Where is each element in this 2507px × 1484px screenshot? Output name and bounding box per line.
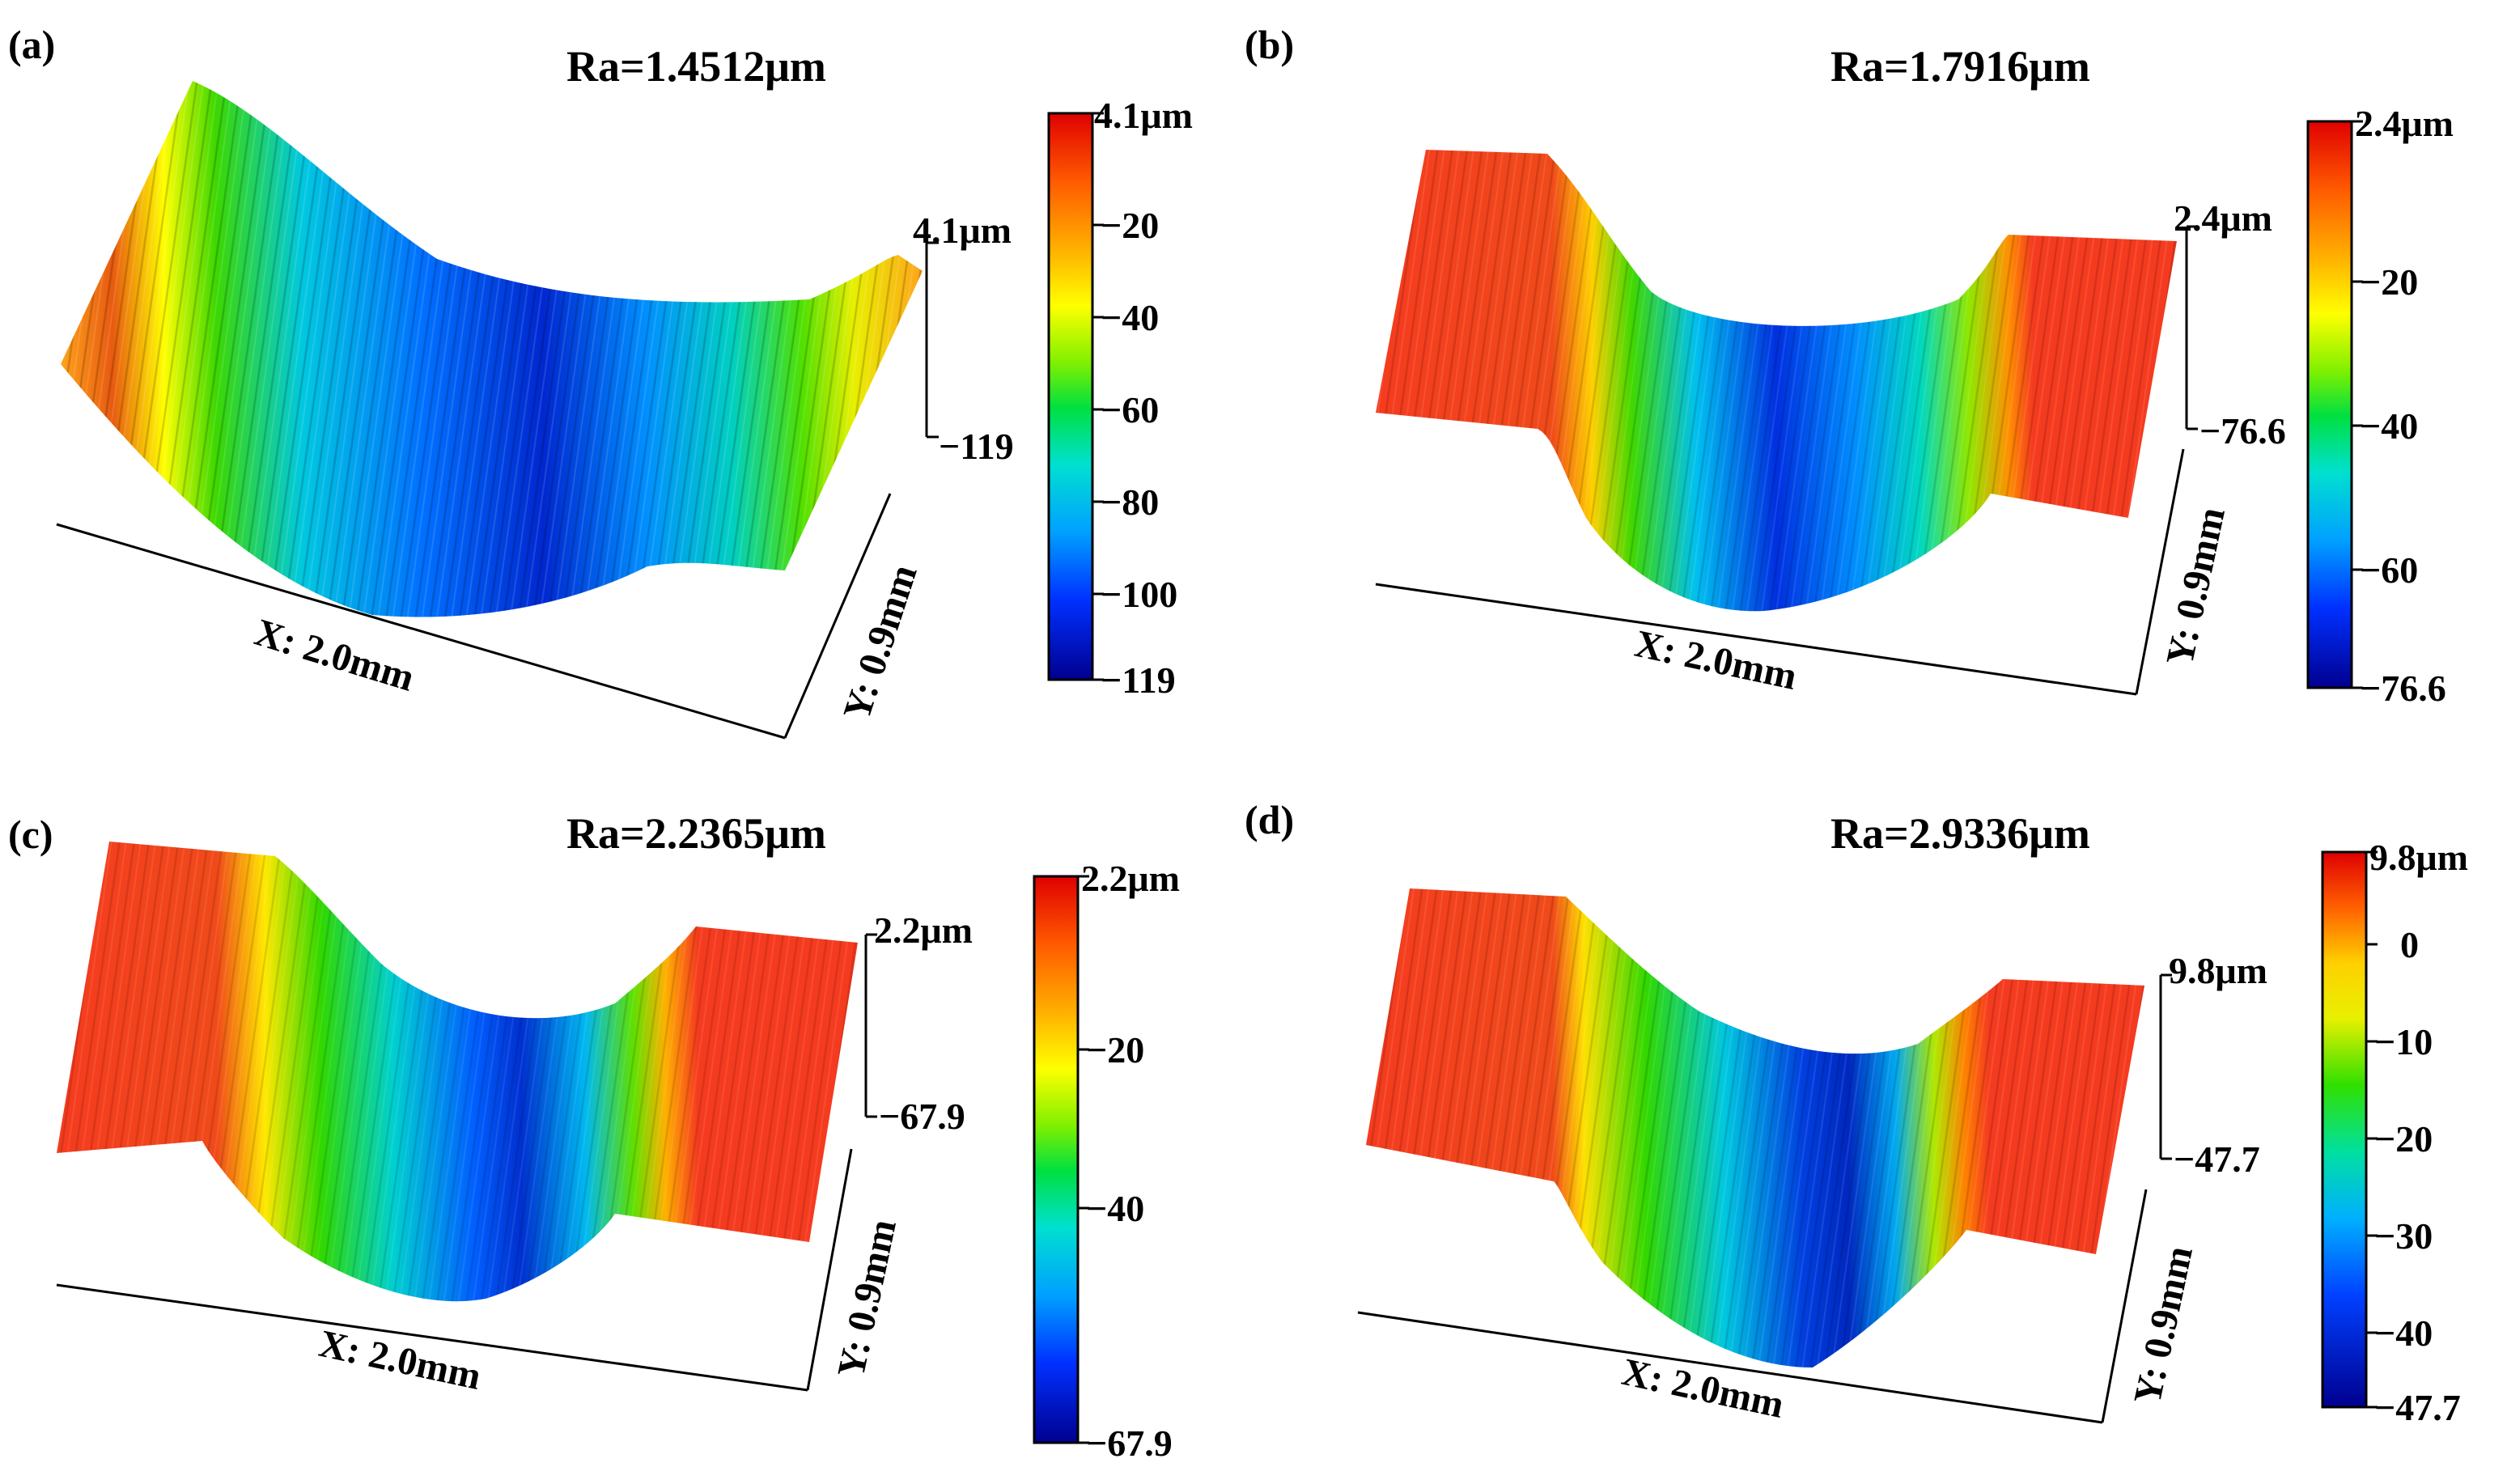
colorbar-d-tick: −20 — [2374, 1118, 2433, 1160]
panel-b-label: (b) — [1245, 22, 1294, 67]
panel-c-y-label: Y: 0.9mm — [829, 1215, 905, 1381]
panel-a-ra: Ra=1.4512μm — [566, 42, 826, 91]
panel-c-z-top: 2.2μm — [874, 909, 973, 951]
panel-d-surface — [1366, 888, 2144, 1367]
panel-c-label: (c) — [8, 812, 53, 857]
panel-a-z-top: 4.1μm — [913, 210, 1012, 251]
panel-d-x-label: X: 2.0mm — [1618, 1350, 1788, 1427]
colorbar-b-bottom: −76.6 — [2360, 668, 2446, 709]
panel-b-z-top: 2.4μm — [2174, 197, 2272, 239]
colorbar-a-tick: −60 — [1101, 389, 1159, 430]
panel-d-y-label: Y: 0.9mm — [2126, 1242, 2201, 1408]
colorbar-d-tick: −30 — [2374, 1215, 2433, 1257]
panel-c-colorbar: 2.2μm −20 −40 −67.9 — [1033, 858, 1180, 1464]
colorbar-d-bottom: −47.7 — [2374, 1387, 2461, 1428]
panel-c-axes — [56, 933, 877, 1392]
panel-d-ra: Ra=2.9336μm — [1830, 809, 2090, 858]
colorbar-b-tick: −40 — [2360, 405, 2418, 447]
panel-c: (c) Ra=2.2365μm 2.2μm −67.9 X: 2.0mm Y: … — [8, 809, 1180, 1464]
colorbar-c-bottom: −67.9 — [1086, 1423, 1173, 1464]
colorbar-c-top: 2.2μm — [1081, 858, 1180, 899]
panel-b-y-label: Y: 0.9mm — [2158, 503, 2233, 669]
panel-a-colorbar: 4.1μm −20 −40 −60 −80 −100 −119 — [1047, 95, 1193, 701]
colorbar-b-tick: −60 — [2360, 549, 2418, 591]
colorbar-a-top: 4.1μm — [1094, 95, 1193, 136]
colorbar-d-tick: −10 — [2374, 1021, 2433, 1062]
panel-c-ra: Ra=2.2365μm — [566, 809, 826, 858]
panel-c-z-bottom: −67.9 — [879, 1096, 965, 1137]
panel-d: (d) Ra=2.9336μm 9.8μm −47.7 X: 2.0mm Y: … — [1245, 797, 2468, 1428]
colorbar-b-tick: −20 — [2360, 261, 2418, 303]
colorbar-a-bottom: −119 — [1101, 659, 1176, 701]
colorbar-a-tick: −80 — [1101, 481, 1159, 523]
panel-a: (a) Ra=1.4512μm 4.1μm −119 X: 2.0mm Y: 0… — [8, 22, 1193, 740]
colorbar-a-tick: −20 — [1101, 205, 1159, 246]
panel-b-surface — [1376, 150, 2177, 612]
colorbar-b-top: 2.4μm — [2355, 103, 2454, 144]
panel-a-axes — [56, 241, 939, 740]
colorbar-a-tick: −100 — [1101, 574, 1177, 615]
panel-d-axes — [1357, 973, 2172, 1424]
panel-b-ra: Ra=1.7916μm — [1830, 42, 2090, 91]
panel-a-surface — [61, 81, 923, 617]
panel-d-z-bottom: −47.7 — [2174, 1138, 2260, 1180]
colorbar-c-tick: −40 — [1086, 1188, 1144, 1229]
panel-d-label: (d) — [1245, 797, 1294, 842]
panel-c-surface — [57, 842, 858, 1302]
colorbar-c-tick: −20 — [1086, 1029, 1144, 1071]
panel-a-z-bottom: −119 — [939, 426, 1014, 467]
panel-d-z-top: 9.8μm — [2169, 950, 2267, 991]
panel-a-label: (a) — [8, 22, 55, 67]
colorbar-d-top: 9.8μm — [2369, 837, 2468, 878]
panel-b-colorbar: 2.4μm −20 −40 −60 −76.6 — [2306, 103, 2454, 709]
colorbar-d-tick: −40 — [2374, 1312, 2433, 1354]
colorbar-a-tick: −40 — [1101, 297, 1159, 338]
panel-d-colorbar: 9.8μm 0 −10 −20 −30 −40 −47.7 — [2321, 837, 2468, 1428]
panel-b-z-bottom: −76.6 — [2199, 410, 2286, 452]
panel-b-axes — [1375, 225, 2198, 696]
panel-a-y-label: Y: 0.9mm — [835, 559, 926, 725]
colorbar-d-tick: 0 — [2400, 924, 2419, 965]
panel-b: (b) Ra=1.7916μm 2.4μm −76.6 X: 2.0mm Y: … — [1245, 22, 2454, 709]
